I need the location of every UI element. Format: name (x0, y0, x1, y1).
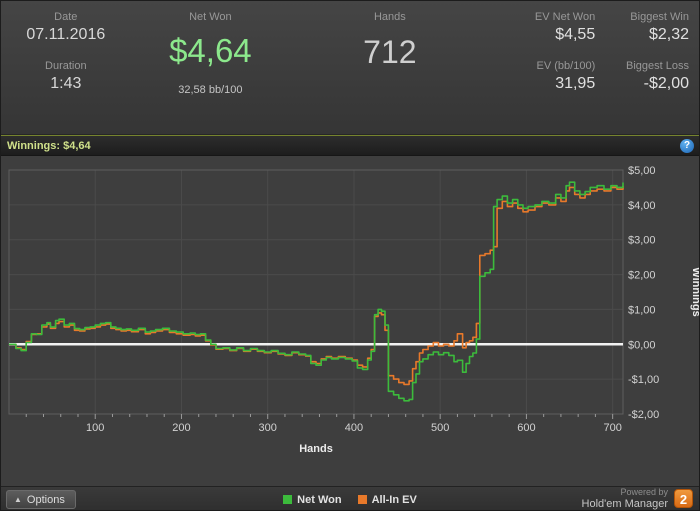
svg-text:-$1,00: -$1,00 (628, 374, 659, 386)
legend-label-net-won: Net Won (297, 493, 342, 506)
svg-text:$0,00: $0,00 (628, 339, 656, 351)
svg-text:$5,00: $5,00 (628, 165, 656, 177)
chart-svg: $5,00 $4,00 $3,00 $2,00 $1,00 $0,00 -$1,00 -$2,… (8, 165, 700, 455)
svg-text:$1,00: $1,00 (628, 304, 656, 316)
all-in-ev-swatch-icon (357, 495, 367, 504)
brand-name: Hold'em Manager (581, 497, 668, 510)
powered-by-text: Powered by (620, 487, 668, 497)
svg-text:100: 100 (86, 422, 104, 434)
hands-label: Hands (373, 11, 406, 23)
options-button-label: Options (26, 493, 65, 506)
svg-text:Winnings: Winnings (690, 267, 700, 316)
net-won-swatch-icon (283, 495, 293, 504)
chart-title-bar: Winnings: $4,64 ? (1, 135, 699, 156)
net-won-value: $4,64 (169, 32, 252, 69)
biggest-loss-value: -$2,00 (643, 75, 689, 92)
svg-text:$4,00: $4,00 (628, 200, 656, 212)
biggest-column: Biggest Win $2,32 Biggest Loss -$2,00 (609, 1, 699, 134)
ev-bb100-value: 31,95 (555, 75, 596, 92)
help-icon[interactable]: ? (680, 139, 694, 153)
options-button[interactable]: ▲ Options (6, 490, 76, 509)
winnings-chart: $5,00 $4,00 $3,00 $2,00 $1,00 $0,00 -$1,00 -$2,… (1, 156, 699, 486)
legend-label-all-in-ev: All-In EV (371, 493, 417, 506)
footer-bar: ▲ Options Net Won All-In EV Powered by H… (1, 486, 699, 510)
svg-text:400: 400 (345, 422, 363, 434)
svg-text:-$2,00: -$2,00 (628, 409, 659, 421)
hands-column: Hands 712 (290, 1, 489, 134)
stats-panel: Date 07.11.2016 Duration 1:43 Net Won $4… (1, 1, 699, 135)
legend-item-all-in-ev: All-In EV (357, 493, 417, 506)
svg-text:200: 200 (172, 422, 190, 434)
chevron-up-icon: ▲ (14, 495, 22, 504)
bb100-value: 32,58 bb/100 (178, 84, 243, 96)
net-won-column: Net Won $4,64 32,58 bb/100 (131, 1, 291, 134)
svg-text:700: 700 (603, 422, 621, 434)
chart-title: Winnings: $4,64 (7, 139, 91, 152)
hm2-logo-icon: 2 (674, 489, 693, 509)
net-won-label: Net Won (189, 11, 232, 23)
legend-item-net-won: Net Won (283, 493, 342, 506)
date-value: 07.11.2016 (26, 26, 106, 43)
ev-column: EV Net Won $4,55 EV (bb/100) 31,95 (490, 1, 610, 134)
svg-text:$3,00: $3,00 (628, 235, 656, 247)
date-duration-column: Date 07.11.2016 Duration 1:43 (1, 1, 131, 134)
biggest-win-value: $2,32 (648, 26, 689, 43)
ev-bb100-label: EV (bb/100) (536, 60, 596, 72)
hands-value: 712 (363, 34, 417, 70)
ev-net-won-value: $4,55 (555, 26, 596, 43)
biggest-loss-label: Biggest Loss (626, 60, 689, 72)
chart-legend: Net Won All-In EV (283, 494, 417, 506)
duration-value: 1:43 (50, 75, 82, 92)
duration-label: Duration (45, 60, 87, 72)
svg-text:$2,00: $2,00 (628, 270, 656, 282)
ev-net-won-label: EV Net Won (534, 11, 596, 23)
svg-text:500: 500 (431, 422, 449, 434)
powered-by-block: Powered by Hold'em Manager 2 (581, 487, 693, 510)
svg-text:300: 300 (259, 422, 277, 434)
svg-text:Hands: Hands (299, 443, 333, 455)
biggest-win-label: Biggest Win (630, 11, 689, 23)
svg-text:600: 600 (517, 422, 535, 434)
date-label: Date (54, 11, 78, 23)
